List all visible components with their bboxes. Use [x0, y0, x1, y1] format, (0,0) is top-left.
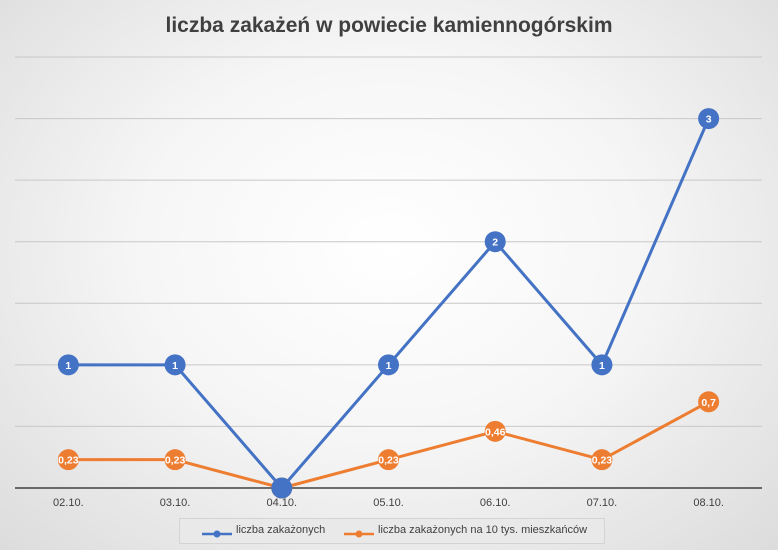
data-label: 3: [706, 114, 712, 126]
x-tick-label: 04.10.: [266, 497, 297, 509]
x-tick-label: 08.10.: [693, 497, 724, 509]
data-point: [591, 449, 613, 471]
data-point: [484, 231, 506, 253]
data-point: [57, 449, 79, 471]
data-label: 0,23: [165, 455, 186, 467]
legend-label-series-2: liczba zakażonych na 10 tys. mieszkańców: [378, 524, 588, 536]
data-point: [591, 354, 613, 376]
chart-title: liczba zakażeń w powiecie kamiennogórski…: [165, 14, 613, 37]
data-point: [57, 354, 79, 376]
data-point: [164, 449, 186, 471]
data-label: 0,46: [485, 426, 506, 438]
data-point: [698, 108, 720, 130]
legend-swatch-series-1: [202, 525, 232, 538]
data-point: [164, 354, 186, 376]
data-label: 0,23: [378, 455, 399, 467]
data-label: 0,7: [701, 397, 716, 409]
legend-label-series-1: liczba zakażonych: [236, 524, 326, 536]
data-label: 1: [599, 360, 605, 372]
x-tick-label: 07.10.: [587, 497, 618, 509]
data-label: 1: [386, 360, 392, 372]
data-point: [698, 391, 720, 413]
x-tick-label: 05.10.: [373, 497, 404, 509]
data-label: 0,23: [58, 455, 79, 467]
data-point: [271, 477, 293, 499]
x-tick-label: 02.10.: [53, 497, 84, 509]
legend-swatch-series-2: [344, 525, 374, 538]
series-line: [68, 400, 710, 490]
x-tick-label: 06.10.: [480, 497, 511, 509]
x-tick-label: 03.10.: [160, 497, 191, 509]
data-label: 1: [172, 360, 178, 372]
data-label: 2: [492, 237, 498, 249]
data-label: 0,23: [592, 455, 613, 467]
data-point: [378, 354, 399, 376]
data-label: 1: [65, 360, 71, 372]
data-point: [484, 420, 506, 442]
data-point: [378, 449, 399, 471]
chart-legend: liczba zakażonych liczba zakażonych na 1…: [179, 518, 605, 544]
